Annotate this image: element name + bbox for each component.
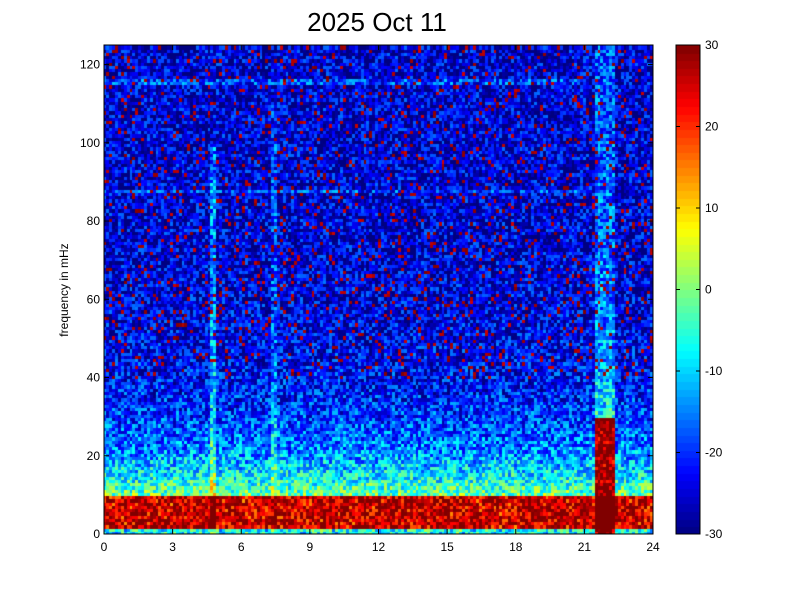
y-tick-label: 20: [87, 449, 101, 463]
x-tick-label: 24: [646, 540, 660, 554]
x-tick-label: 12: [372, 540, 386, 554]
colorbar-tick-label: 30: [705, 38, 719, 52]
colorbar-tick-label: -10: [705, 364, 723, 378]
colorbar-ticks: -30 -20 -10 0 10 20 30: [676, 38, 723, 541]
y-tick-label: 100: [80, 136, 100, 150]
y-tick-label: 60: [87, 292, 101, 306]
colorbar-tick-label: 20: [705, 120, 719, 134]
y-tick-label: 120: [80, 58, 100, 72]
colorbar-tick-label: 0: [705, 283, 712, 297]
x-tick-label: 18: [509, 540, 523, 554]
y-axis: 0 20 40 60 80 100 120: [80, 58, 653, 541]
x-tick-label: 3: [169, 540, 176, 554]
x-tick-label: 0: [101, 540, 108, 554]
chart-title: 2025 Oct 11: [307, 7, 447, 37]
x-axis: 0 3 6 9 12 15 18 21 24: [101, 45, 660, 554]
colorbar-tick-label: 10: [705, 201, 719, 215]
colorbar-tick-label: -30: [705, 527, 723, 541]
colorbar-tick-label: -20: [705, 446, 723, 460]
x-tick-label: 9: [307, 540, 314, 554]
x-tick-label: 15: [440, 540, 454, 554]
x-tick-label: 21: [578, 540, 592, 554]
y-axis-label: frequency in mHz: [57, 243, 71, 336]
spectrogram-heatmap: [104, 45, 653, 534]
y-tick-label: 80: [87, 214, 101, 228]
x-tick-label: 6: [238, 540, 245, 554]
y-tick-label: 40: [87, 371, 101, 385]
y-tick-label: 0: [93, 527, 100, 541]
